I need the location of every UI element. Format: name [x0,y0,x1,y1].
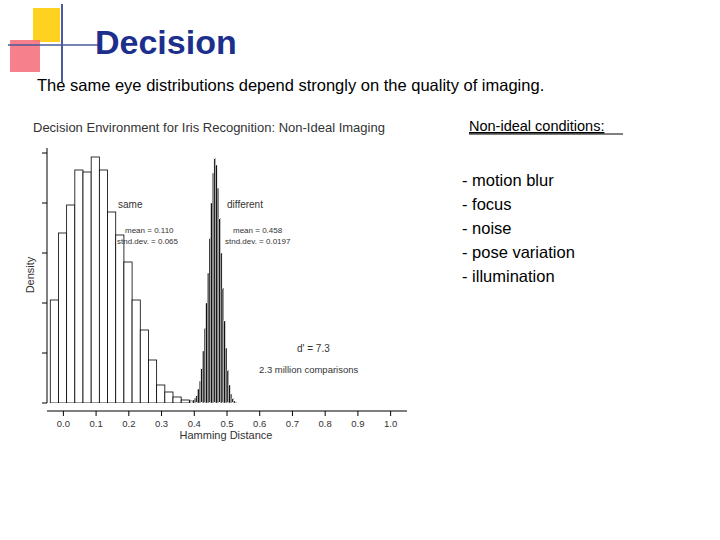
annotation: 2.3 million comparisons [259,364,359,375]
histogram-bar [207,273,209,403]
histogram-bar [124,262,132,403]
x-tick-label: 0.0 [57,418,70,429]
condition-item: - focus [462,195,512,213]
deco-square [33,8,60,42]
histogram-bar [222,288,224,403]
annotation: mean = 0.110 [125,226,174,235]
histogram-bar [232,398,234,403]
x-tick [63,411,64,416]
histogram-bar [214,158,216,403]
x-tick [128,411,129,416]
y-tick [42,403,47,404]
histogram-bar [229,385,231,403]
histogram-bar [181,400,189,403]
y-tick [42,303,47,304]
chart-title: Decision Environment for Iris Recognitio… [33,120,385,135]
histogram-bar [173,397,181,403]
x-tick [325,411,326,416]
condition-item: - illumination [462,267,555,285]
histogram-bar [209,238,211,403]
deco-line [8,44,100,46]
y-tick [42,153,47,154]
histogram-bar [216,165,218,403]
x-tick [390,411,391,416]
annotation: mean = 0.458 [233,226,283,235]
condition-item: - motion blur [462,171,554,189]
histogram-bar [225,348,227,403]
histogram-bar [148,360,156,403]
histogram-bar [206,303,208,403]
y-tick [42,353,47,354]
y-tick [42,253,47,254]
x-tick [357,411,358,416]
histogram-bar [91,157,99,403]
histogram-bar [220,253,222,403]
x-tick [194,411,195,416]
histogram-bar [204,328,206,403]
histogram-bar [99,170,107,403]
x-tick-label: 0.3 [155,418,168,429]
histogram-bar [224,321,226,403]
x-tick-label: 0.8 [319,418,332,429]
x-tick [96,411,97,416]
histogram-bar [108,212,116,403]
series-label: different [227,199,263,210]
histogram-bar [234,401,236,403]
conditions-heading: Non-ideal conditions: [469,118,604,134]
histogram-bar [132,300,140,403]
histogram-bar [199,381,201,403]
annotation: d' = 7.3 [297,343,330,354]
histogram-bar [196,395,198,403]
slide: Decision The same eye distributions depen… [0,0,720,540]
x-tick [227,411,228,416]
series-label: same [118,199,143,210]
y-tick [42,203,47,204]
x-tick-label: 0.7 [286,418,299,429]
x-tick [161,411,162,416]
x-tick-label: 0.2 [122,418,135,429]
histogram-bar [227,370,229,403]
histogram-bar [211,203,213,403]
histogram-bar [116,235,124,403]
histogram-bar [193,400,195,403]
x-tick-label: 0.6 [253,418,266,429]
histogram-bar [50,300,58,403]
histogram-bar [212,173,214,403]
histogram-bar [217,188,219,403]
subtitle: The same eye distributions depend strong… [37,76,544,94]
histogram-bar [67,205,75,403]
underline [469,134,623,135]
x-tick-label: 1.0 [384,418,397,429]
x-tick-label: 0.9 [351,418,364,429]
histogram-bar [202,351,204,403]
annotation: stnd.dev. = 0.0197 [225,237,291,246]
x-tick-label: 0.1 [89,418,102,429]
histogram-bar [157,385,165,403]
y-axis-label: Density [24,256,36,293]
histogram-bar [235,402,237,403]
histogram-bar [198,389,200,403]
histogram-bar [165,392,173,403]
x-tick [259,411,260,416]
histogram-bar [191,401,193,403]
annotation: stnd.dev. = 0.065 [117,237,179,246]
histogram-bar [83,172,91,403]
slide-title: Decision [95,23,237,61]
x-tick [292,411,293,416]
x-axis-label: Hamming Distance [180,429,273,441]
x-tick-label: 0.4 [188,418,201,429]
histogram-bar [219,218,221,403]
bars [50,157,237,403]
histogram-bar [75,170,83,403]
histogram-bar [194,398,196,403]
histogram-bar [201,368,203,403]
deco-line [61,4,63,82]
x-tick-label: 0.5 [220,418,233,429]
histogram-bar [58,233,66,403]
condition-item: - noise [462,219,512,237]
condition-item: - pose variation [462,243,575,261]
histogram-bar [230,394,232,403]
histogram-bar [140,330,148,403]
y-axis [47,148,48,403]
